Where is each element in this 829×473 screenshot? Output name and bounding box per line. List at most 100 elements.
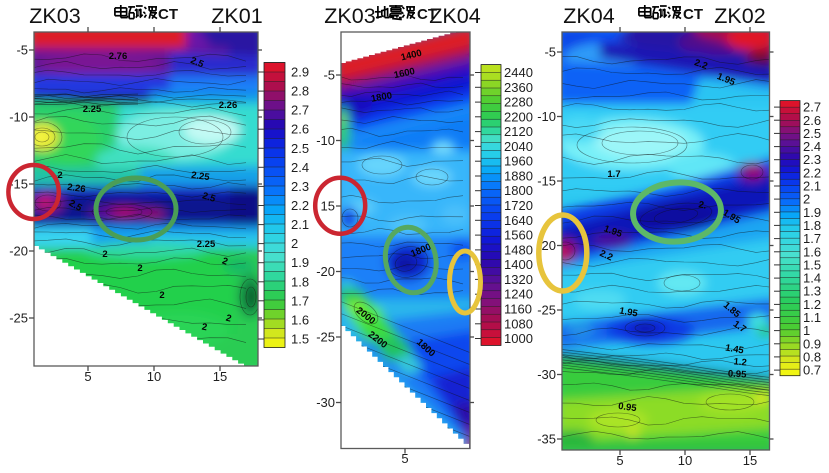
svg-text:2: 2 bbox=[159, 290, 164, 301]
svg-text:2.6: 2.6 bbox=[803, 113, 821, 128]
svg-text:2.25: 2.25 bbox=[190, 170, 211, 184]
svg-text:-35: -35 bbox=[537, 432, 556, 447]
svg-text:1.9: 1.9 bbox=[803, 205, 821, 220]
svg-text:2.26: 2.26 bbox=[66, 182, 86, 195]
svg-text:1: 1 bbox=[803, 323, 810, 338]
svg-text:2: 2 bbox=[57, 170, 62, 181]
svg-text:2.26: 2.26 bbox=[219, 100, 238, 111]
svg-text:ZK04: ZK04 bbox=[429, 4, 480, 28]
svg-text:1.9: 1.9 bbox=[291, 255, 309, 270]
svg-text:1.7: 1.7 bbox=[803, 231, 821, 246]
svg-text:1240: 1240 bbox=[504, 287, 533, 302]
svg-text:1.2: 1.2 bbox=[733, 356, 747, 368]
svg-text:1.5: 1.5 bbox=[803, 257, 821, 272]
svg-text:2.5: 2.5 bbox=[201, 190, 218, 205]
svg-text:-5: -5 bbox=[544, 45, 556, 60]
svg-text:1400: 1400 bbox=[504, 257, 533, 272]
svg-text:2: 2 bbox=[102, 249, 107, 260]
svg-text:2.5: 2.5 bbox=[189, 55, 206, 70]
svg-text:0.95: 0.95 bbox=[728, 369, 748, 381]
svg-text:1.6: 1.6 bbox=[803, 244, 821, 259]
svg-text:1.45: 1.45 bbox=[724, 343, 745, 357]
svg-text:CT: CT bbox=[158, 6, 178, 23]
svg-text:5: 5 bbox=[401, 451, 408, 466]
svg-text:1.4: 1.4 bbox=[803, 271, 821, 286]
svg-text:2.4: 2.4 bbox=[803, 139, 821, 154]
svg-text:-10: -10 bbox=[9, 110, 28, 125]
svg-text:-15: -15 bbox=[9, 177, 28, 192]
svg-text:2.9: 2.9 bbox=[291, 65, 309, 80]
svg-text:-20: -20 bbox=[316, 264, 335, 279]
svg-text:2: 2 bbox=[803, 192, 810, 207]
svg-text:2.25: 2.25 bbox=[83, 104, 102, 115]
svg-text:1600: 1600 bbox=[393, 66, 416, 81]
svg-text:-30: -30 bbox=[316, 395, 335, 410]
svg-text:1.7: 1.7 bbox=[607, 169, 620, 180]
svg-text:1480: 1480 bbox=[504, 242, 533, 257]
svg-text:1560: 1560 bbox=[504, 228, 533, 243]
svg-text:1.7: 1.7 bbox=[291, 293, 309, 308]
svg-text:0.7: 0.7 bbox=[803, 363, 821, 378]
svg-text:2.1: 2.1 bbox=[291, 217, 309, 232]
svg-text:5: 5 bbox=[616, 453, 623, 468]
svg-text:2.25: 2.25 bbox=[197, 239, 216, 250]
svg-text:-10: -10 bbox=[537, 109, 556, 124]
svg-text:2.7: 2.7 bbox=[291, 103, 309, 118]
svg-text:15: 15 bbox=[743, 453, 757, 468]
svg-text:2.5: 2.5 bbox=[291, 141, 309, 156]
svg-text:-25: -25 bbox=[537, 303, 556, 318]
svg-text:2200: 2200 bbox=[504, 109, 533, 124]
svg-text:2.3: 2.3 bbox=[803, 152, 821, 167]
svg-text:-20: -20 bbox=[9, 244, 28, 259]
svg-text:CT: CT bbox=[417, 6, 437, 23]
svg-text:0.95: 0.95 bbox=[617, 401, 638, 415]
svg-text:2.4: 2.4 bbox=[291, 160, 309, 175]
svg-text:10: 10 bbox=[678, 453, 692, 468]
svg-text:1.8: 1.8 bbox=[803, 218, 821, 233]
svg-text:0.9: 0.9 bbox=[803, 336, 821, 351]
svg-text:1.95: 1.95 bbox=[618, 306, 639, 320]
svg-text:2: 2 bbox=[291, 236, 298, 251]
svg-text:ZK01: ZK01 bbox=[211, 4, 262, 28]
svg-text:ZK03: ZK03 bbox=[29, 4, 80, 28]
svg-text:2.6: 2.6 bbox=[291, 122, 309, 137]
svg-text:1720: 1720 bbox=[504, 198, 533, 213]
svg-text:2120: 2120 bbox=[504, 124, 533, 139]
svg-text:-30: -30 bbox=[537, 367, 556, 382]
svg-text:1000: 1000 bbox=[504, 331, 533, 346]
svg-text:1800: 1800 bbox=[504, 183, 533, 198]
svg-text:1880: 1880 bbox=[504, 168, 533, 183]
svg-text:2.5: 2.5 bbox=[803, 126, 821, 141]
svg-text:20: 20 bbox=[542, 238, 556, 253]
svg-text:2: 2 bbox=[201, 322, 208, 334]
svg-text:1.3: 1.3 bbox=[803, 284, 821, 299]
svg-text:1.2: 1.2 bbox=[803, 297, 821, 312]
svg-text:1.6: 1.6 bbox=[291, 312, 309, 327]
svg-text:-5: -5 bbox=[323, 68, 335, 83]
svg-text:-5: -5 bbox=[16, 43, 28, 58]
svg-text:1400: 1400 bbox=[400, 48, 423, 64]
svg-text:2.1: 2.1 bbox=[803, 179, 821, 194]
svg-text:0.8: 0.8 bbox=[803, 349, 821, 364]
svg-text:2.: 2. bbox=[698, 199, 708, 211]
svg-text:ZK02: ZK02 bbox=[714, 4, 765, 28]
svg-text:1.5: 1.5 bbox=[291, 331, 309, 346]
svg-text:2.2: 2.2 bbox=[291, 198, 309, 213]
svg-text:ZK04: ZK04 bbox=[563, 4, 614, 28]
svg-text:ZK03: ZK03 bbox=[324, 4, 375, 28]
svg-text:CT: CT bbox=[683, 6, 703, 23]
svg-text:2.8: 2.8 bbox=[291, 84, 309, 99]
svg-text:1800: 1800 bbox=[370, 90, 393, 105]
svg-text:2: 2 bbox=[220, 256, 229, 268]
svg-text:-15: -15 bbox=[537, 174, 556, 189]
svg-text:1080: 1080 bbox=[504, 316, 533, 331]
svg-text:2.2: 2.2 bbox=[693, 57, 709, 72]
svg-text:1.8: 1.8 bbox=[291, 274, 309, 289]
svg-text:-25: -25 bbox=[9, 311, 28, 326]
svg-text:-25: -25 bbox=[316, 330, 335, 345]
svg-text:2440: 2440 bbox=[504, 65, 533, 80]
svg-text:2: 2 bbox=[225, 313, 233, 325]
svg-text:1.1: 1.1 bbox=[803, 310, 821, 325]
svg-text:2: 2 bbox=[137, 263, 142, 274]
svg-text:2.76: 2.76 bbox=[109, 51, 128, 62]
